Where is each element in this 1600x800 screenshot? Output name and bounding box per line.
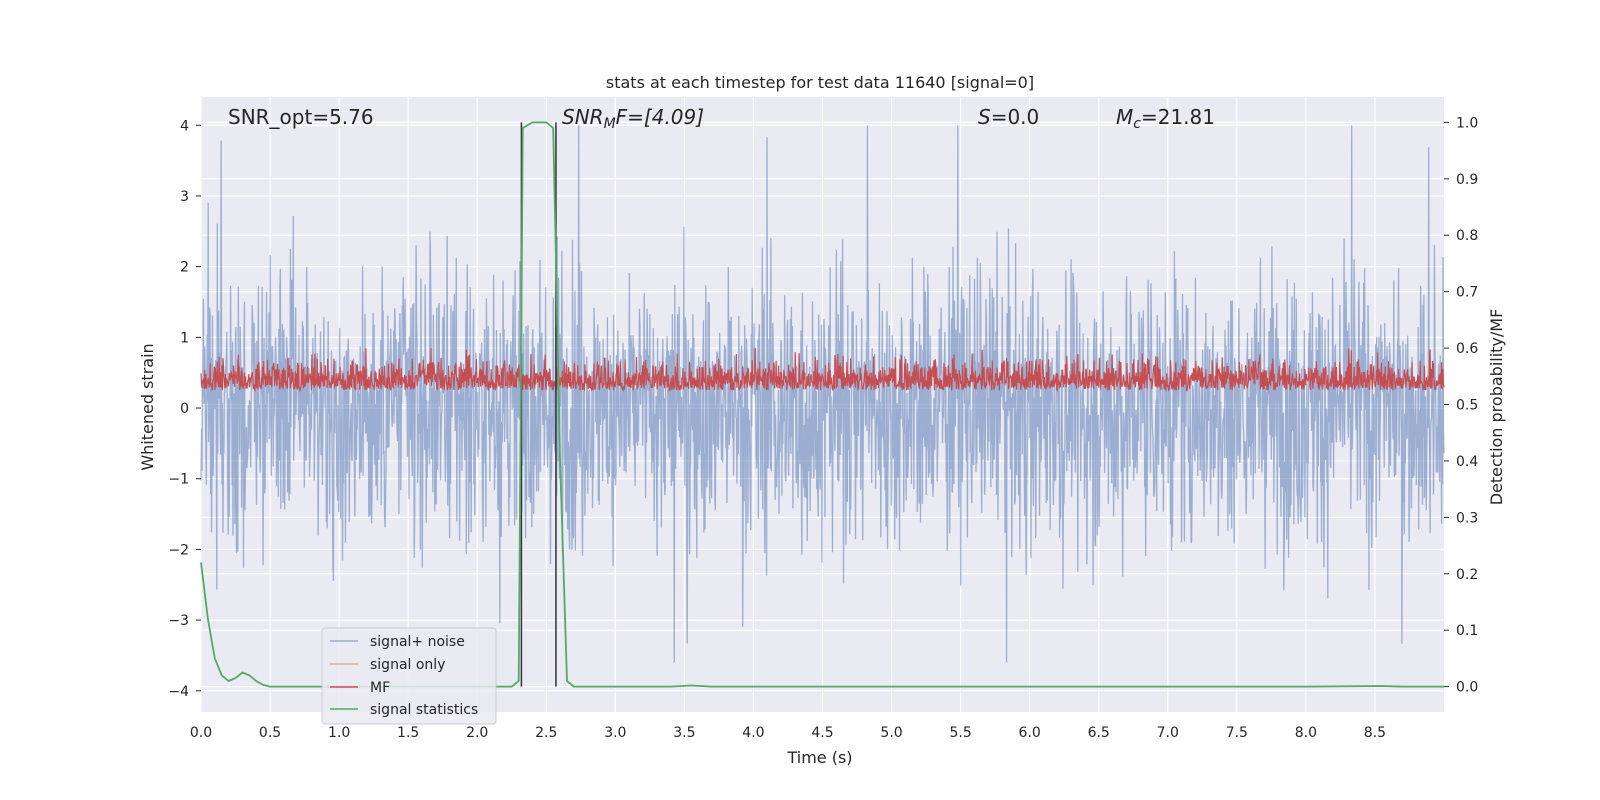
x-tick-label: 3.5: [673, 725, 695, 741]
legend-label-mf: MF: [370, 680, 390, 696]
x-tick-label: 4.0: [742, 725, 764, 741]
y-right-tick-label: 1.0: [1456, 115, 1478, 131]
x-tick-label: 0.5: [259, 725, 281, 741]
legend: signal+ noise signal only MF signal stat…: [321, 627, 497, 725]
y-right-tick-label: 0.7: [1456, 285, 1478, 301]
y-right-tick-label: 0.6: [1456, 341, 1478, 357]
x-tick-label: 2.5: [535, 725, 557, 741]
y-tick-label: −2: [168, 542, 189, 558]
signal-noise-line: [200, 125, 1445, 663]
legend-label-signal-statistics: signal statistics: [370, 702, 478, 718]
x-tick-label: 8.5: [1364, 725, 1386, 741]
y-axis-label: Whitened strain: [138, 343, 157, 470]
y-right-tick-label: 0.5: [1456, 398, 1478, 414]
x-tick-label: 3.0: [604, 725, 626, 741]
y-axis-right: 1.0 0.9 0.8 0.7 0.6 0.5 0.4 0.3 0.2 0.1 0.0: [1444, 115, 1478, 696]
y-right-tick-label: 0.1: [1456, 623, 1478, 639]
y-tick-label: −1: [168, 472, 189, 488]
snr-opt-annotation: SNR_opt=5.76: [228, 105, 374, 129]
x-tick-label: 8.0: [1295, 725, 1317, 741]
x-tick-label: 1.0: [328, 725, 350, 741]
mc-annotation: Mc=21.81: [1116, 105, 1215, 132]
legend-label-signal-only: signal only: [370, 657, 445, 673]
y-axis-left: 4 3 2 1 0 −1 −2 −3 −4: [168, 118, 201, 700]
x-tick-label: 6.5: [1088, 725, 1110, 741]
y-tick-label: 0: [180, 401, 189, 417]
x-tick-label: 4.5: [811, 725, 833, 741]
y-tick-label: 3: [180, 189, 189, 205]
mf-series: [200, 348, 1445, 393]
y-axis-right-label: Detection probability/MF: [1487, 309, 1506, 506]
x-tick-label: 6.0: [1019, 725, 1041, 741]
legend-box: [321, 627, 497, 725]
y-tick-label: −3: [168, 613, 189, 629]
x-tick-label: 0.0: [190, 725, 212, 741]
signal-statistics-series: [200, 121, 1444, 688]
y-tick-label: 2: [180, 260, 189, 276]
signal-noise-series: [200, 125, 1445, 663]
y-right-tick-label: 0.2: [1456, 567, 1478, 583]
x-tick-label: 5.0: [880, 725, 902, 741]
y-tick-label: 4: [180, 118, 189, 134]
y-right-tick-label: 0.9: [1456, 172, 1478, 188]
signal-statistics-line: [200, 121, 1444, 688]
x-tick-label: 2.0: [466, 725, 488, 741]
x-axis: 0.0 0.5 1.0 1.5 2.0 2.5 3.0 3.5 4.0 4.5 5.0 5.5 6.0 6…: [190, 725, 1386, 741]
mf-line: [200, 348, 1445, 393]
x-tick-label: 1.5: [397, 725, 419, 741]
chart-title: stats at each timestep for test data 116…: [606, 73, 1034, 92]
y-right-tick-label: 0.8: [1456, 228, 1478, 244]
y-tick-label: 1: [180, 330, 189, 346]
y-tick-label: −4: [168, 684, 189, 700]
x-tick-label: 5.5: [949, 725, 971, 741]
y-right-tick-label: 0.3: [1456, 510, 1478, 526]
x-tick-label: 7.5: [1226, 725, 1248, 741]
x-tick-label: 7.0: [1157, 725, 1179, 741]
legend-label-signal-noise: signal+ noise: [370, 634, 465, 650]
s-annotation: S=0.0: [978, 105, 1039, 129]
y-right-tick-label: 0.4: [1456, 454, 1478, 470]
y-right-tick-label: 0.0: [1456, 680, 1478, 696]
snr-mf-annotation: SNRMF=[4.09]: [562, 105, 704, 132]
x-axis-label: Time (s): [786, 748, 852, 767]
